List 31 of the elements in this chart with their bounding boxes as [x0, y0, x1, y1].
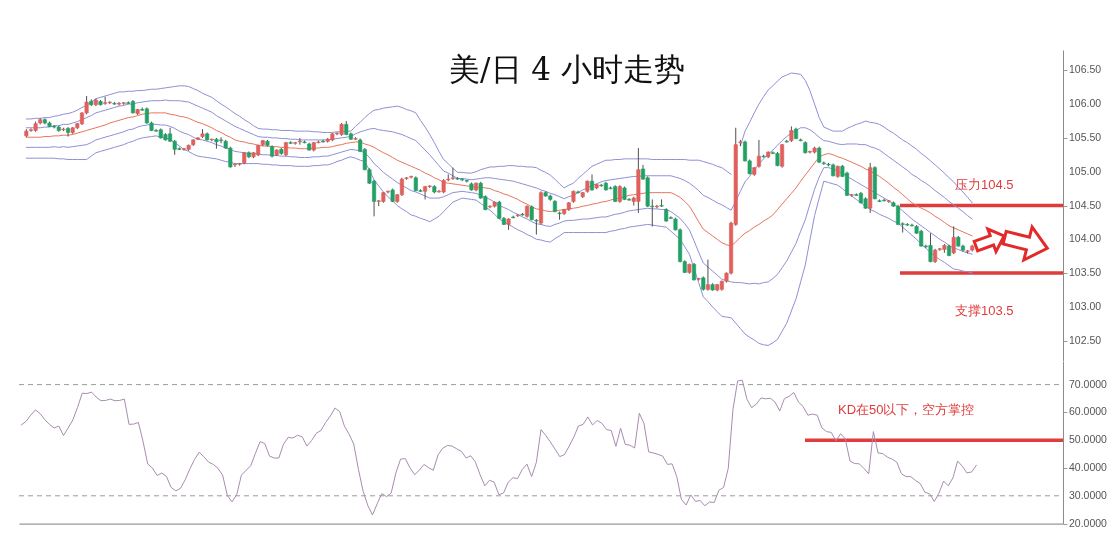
ref-line-label: KD在50以下，空方掌控 — [837, 402, 975, 418]
y-tick-label: 60.0000 — [1068, 406, 1108, 418]
line-series — [20, 379, 977, 516]
candlestick — [450, 167, 455, 181]
candlestick — [423, 185, 428, 200]
y-tick-label: 20.0000 — [1068, 517, 1108, 529]
candlestick — [590, 173, 594, 192]
candlestick — [297, 137, 302, 146]
y-tick-label: 104.50 — [1069, 198, 1102, 211]
y-tick-label: 103.00 — [1069, 299, 1102, 312]
candlestick — [928, 232, 933, 263]
y-tick-label: 70.0000 — [1068, 378, 1108, 390]
y-tick-label: 106.00 — [1069, 97, 1102, 110]
y-tick-label: 30.0000 — [1068, 489, 1108, 501]
ref-line-label: 压力104.5 — [955, 176, 1014, 192]
candlestick — [705, 259, 710, 292]
y-tick-label: 105.50 — [1069, 130, 1102, 143]
chart-title: 美/日 4 小时走势 — [449, 51, 685, 87]
y-tick-label: 103.50 — [1069, 266, 1102, 279]
y-tick-label: 40.0000 — [1068, 462, 1108, 474]
candlestick — [321, 139, 326, 144]
candlestick — [534, 218, 539, 236]
y-tick-label: 106.50 — [1069, 63, 1102, 76]
y-tick-label: 105.00 — [1069, 164, 1102, 177]
ref-line-label: 支撑103.5 — [955, 303, 1014, 319]
candlestick — [951, 226, 956, 255]
y-tick-label: 50.0000 — [1068, 434, 1108, 446]
y-tick-label: 102.50 — [1069, 333, 1102, 346]
candlestick — [103, 96, 108, 106]
y-tick-label: 104.00 — [1069, 232, 1102, 245]
candlestick — [66, 126, 71, 137]
